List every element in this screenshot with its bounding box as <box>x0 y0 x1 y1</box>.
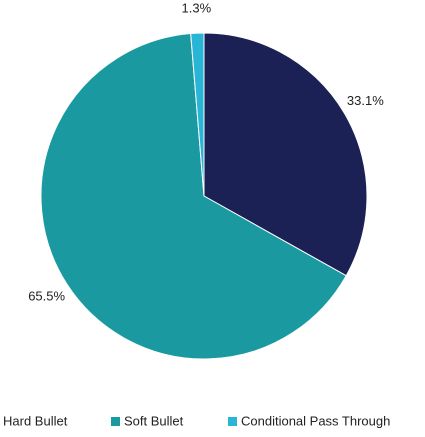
pie-slice <box>190 32 205 197</box>
legend-label: Hard Bullet <box>3 413 68 428</box>
data-label: 33.1% <box>347 93 384 108</box>
data-label: 65.5% <box>28 288 65 303</box>
legend-label: Conditional Pass Through <box>241 413 390 428</box>
pie-slice <box>203 32 368 277</box>
legend-label: Soft Bullet <box>124 413 184 428</box>
data-label: 1.3% <box>182 1 212 16</box>
legend-swatch <box>228 417 237 426</box>
pie-slice <box>40 33 347 360</box>
legend-swatch <box>111 417 120 426</box>
